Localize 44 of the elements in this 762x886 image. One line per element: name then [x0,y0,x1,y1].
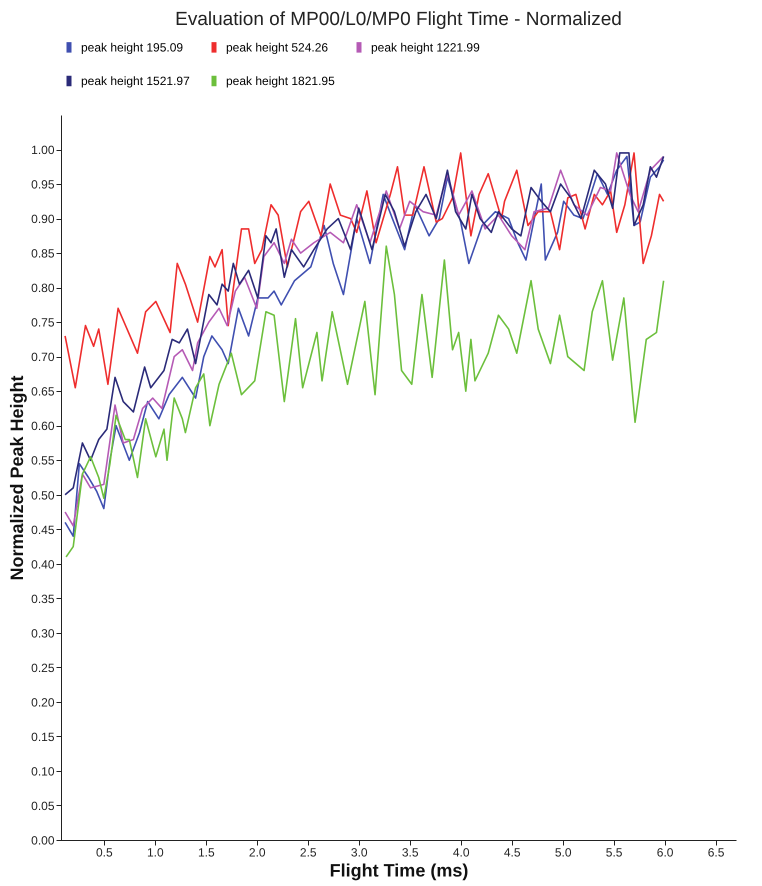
y-tick-label: 0.00 [31,834,55,848]
legend-label: peak height 1221.99 [371,40,480,54]
legend-label: peak height 1821.95 [226,74,336,88]
y-tick-label: 0.45 [31,522,55,537]
y-tick-label: 0.85 [31,246,55,261]
x-tick-label: 4.0 [452,846,470,860]
x-tick-label: 1.5 [198,846,215,860]
x-tick-label: 0.5 [96,846,113,860]
y-axis-title: Normalized Peak Height [7,375,28,581]
x-tick-label: 3.5 [402,846,419,860]
x-tick-label: 6.0 [656,846,674,860]
line-series [65,245,664,558]
x-tick-label: 2.5 [300,846,317,860]
chart-title: Evaluation of MP00/L0/MP0 Flight Time - Normalized [175,9,622,30]
y-tick-label: 0.65 [31,384,55,399]
legend-label: peak height 524.26 [226,40,328,54]
y-tick-label: 0.60 [31,419,55,434]
x-axis-title: Flight Time (ms) [330,860,468,880]
y-tick-label: 1.00 [31,143,55,158]
y-tick-label: 0.80 [31,281,55,296]
line-series [64,152,664,389]
y-tick-label: 0.90 [31,212,55,226]
legend-label: peak height 1521.97 [81,74,190,88]
y-tick-label: 0.50 [31,488,55,502]
x-tick-label: 1.0 [146,846,164,860]
y-tick-label: 0.15 [31,730,55,744]
y-tick-label: 0.40 [31,557,55,572]
y-tick-label: 0.10 [31,764,55,778]
y-tick-label: 0.55 [31,454,55,468]
x-tick-label: 5.0 [554,846,572,860]
y-tick-label: 0.95 [31,178,55,192]
x-tick-label: 5.5 [606,846,623,860]
y-tick-label: 0.35 [31,592,55,606]
y-tick-label: 0.30 [31,626,55,640]
y-tick-label: 0.05 [31,798,55,813]
x-tick-label: 3.0 [350,846,368,860]
x-tick-label: 2.0 [248,846,266,860]
y-tick-label: 0.25 [31,660,55,675]
y-tick-label: 0.20 [31,695,55,710]
x-tick-label: 6.5 [708,846,725,860]
y-tick-label: 0.75 [31,316,55,330]
x-tick-label: 4.5 [504,846,521,860]
legend-label: peak height 195.09 [81,40,184,54]
y-tick-label: 0.70 [31,350,55,364]
